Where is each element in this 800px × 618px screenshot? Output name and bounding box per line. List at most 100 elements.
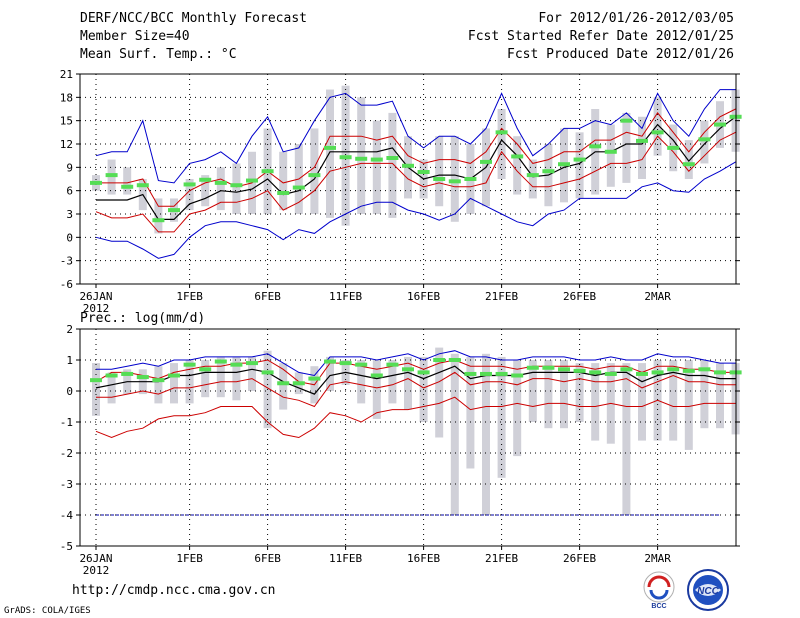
footer-url[interactable]: http://cmdp.ncc.cma.gov.cn (72, 583, 276, 598)
range-box (357, 97, 366, 214)
variable-label: Mean Surf. Temp.: °C (80, 47, 237, 62)
y-tick-label: -6 (60, 278, 73, 291)
range-box (606, 124, 615, 187)
median-marker (589, 370, 602, 375)
range-box (591, 363, 600, 441)
median-marker (370, 373, 383, 378)
median-marker (386, 362, 399, 367)
y-tick-label: 21 (60, 68, 73, 81)
x-tick-label: 2MAR (644, 552, 671, 565)
median-marker (636, 138, 648, 143)
median-marker (277, 191, 290, 195)
range-box (372, 120, 381, 214)
median-marker (339, 155, 352, 160)
member-size: Member Size=40 (80, 29, 190, 44)
x-tick-label: 6FEB (254, 552, 281, 565)
median-marker (355, 362, 368, 367)
y-tick-label: 18 (60, 91, 73, 104)
median-marker (495, 130, 508, 135)
series-line-mean (95, 365, 736, 395)
series-line-upper (95, 359, 736, 386)
median-marker (620, 118, 633, 123)
x-tick-label: 11FEB (329, 552, 362, 565)
median-marker (214, 180, 227, 185)
x-tick-label: 26FEB (563, 290, 596, 303)
range-box (450, 353, 459, 515)
median-marker (464, 177, 477, 181)
range-box (544, 360, 553, 429)
median-marker (386, 156, 399, 160)
median-marker (292, 381, 305, 386)
x-tick-label: 1FEB (176, 290, 203, 303)
median-marker (558, 367, 570, 372)
median-marker (90, 378, 102, 383)
median-marker (667, 367, 680, 372)
median-marker (526, 365, 539, 370)
median-marker (604, 149, 617, 154)
median-marker (480, 371, 492, 376)
median-marker (152, 218, 165, 223)
y-tick-label: -5 (60, 540, 73, 553)
range-box (575, 363, 584, 422)
grads-credit: GrADS: COLA/IGES (4, 606, 91, 616)
median-marker (199, 367, 212, 372)
range-box (684, 140, 693, 179)
median-marker (542, 365, 555, 370)
panel-title: Prec.: log(mm/d) (80, 311, 205, 326)
range-box (123, 167, 132, 195)
y-tick-label: -1 (60, 416, 73, 429)
x-tick-label: 26JAN (79, 290, 112, 303)
y-tick-label: 1 (66, 354, 73, 367)
y-tick-label: -4 (60, 509, 74, 522)
y-tick-label: 0 (66, 385, 73, 398)
median-marker (417, 370, 430, 375)
series-line-upper (96, 108, 736, 207)
median-marker (558, 162, 570, 167)
series-line-min (95, 161, 736, 259)
median-marker (121, 371, 134, 376)
range-box (232, 356, 241, 401)
median-marker (698, 367, 711, 372)
plot-frame (79, 328, 737, 547)
median-marker (183, 362, 196, 367)
y-tick-label: 3 (66, 208, 73, 221)
median-marker (230, 183, 243, 188)
series-line-max (95, 89, 736, 184)
median-marker (168, 373, 180, 378)
median-marker (121, 184, 134, 189)
x-tick-sublabel: 2012 (83, 302, 110, 315)
median-marker (511, 373, 524, 378)
x-tick-label: 2MAR (644, 290, 671, 303)
median-marker (417, 170, 430, 174)
x-tick-label: 1FEB (176, 552, 203, 565)
y-tick-label: 2 (66, 323, 73, 336)
median-marker (448, 358, 461, 362)
range-box (482, 353, 490, 515)
y-tick-label: 15 (60, 115, 73, 128)
median-marker (651, 130, 664, 135)
y-tick-label: -2 (60, 447, 73, 460)
x-tick-label: 26FEB (563, 552, 596, 565)
median-marker (246, 178, 258, 183)
range-box (154, 198, 163, 234)
median-marker (682, 368, 695, 373)
x-tick-label: 21FEB (485, 552, 518, 565)
median-marker (246, 361, 258, 366)
y-tick-label: -3 (60, 478, 73, 491)
median-marker (495, 371, 508, 376)
series-line-mean (96, 116, 736, 220)
series-line-lower (96, 371, 736, 408)
median-marker (105, 373, 118, 378)
median-marker (105, 173, 118, 178)
range-box (513, 136, 522, 195)
range-box (326, 89, 334, 218)
range-box (201, 360, 210, 398)
range-box (279, 363, 288, 410)
range-box (638, 116, 646, 179)
range-box (435, 136, 444, 207)
median-marker (542, 169, 555, 174)
range-box (700, 360, 709, 429)
median-marker (620, 367, 633, 372)
x-tick-label: 26JAN (79, 552, 112, 565)
range-box (216, 356, 225, 398)
